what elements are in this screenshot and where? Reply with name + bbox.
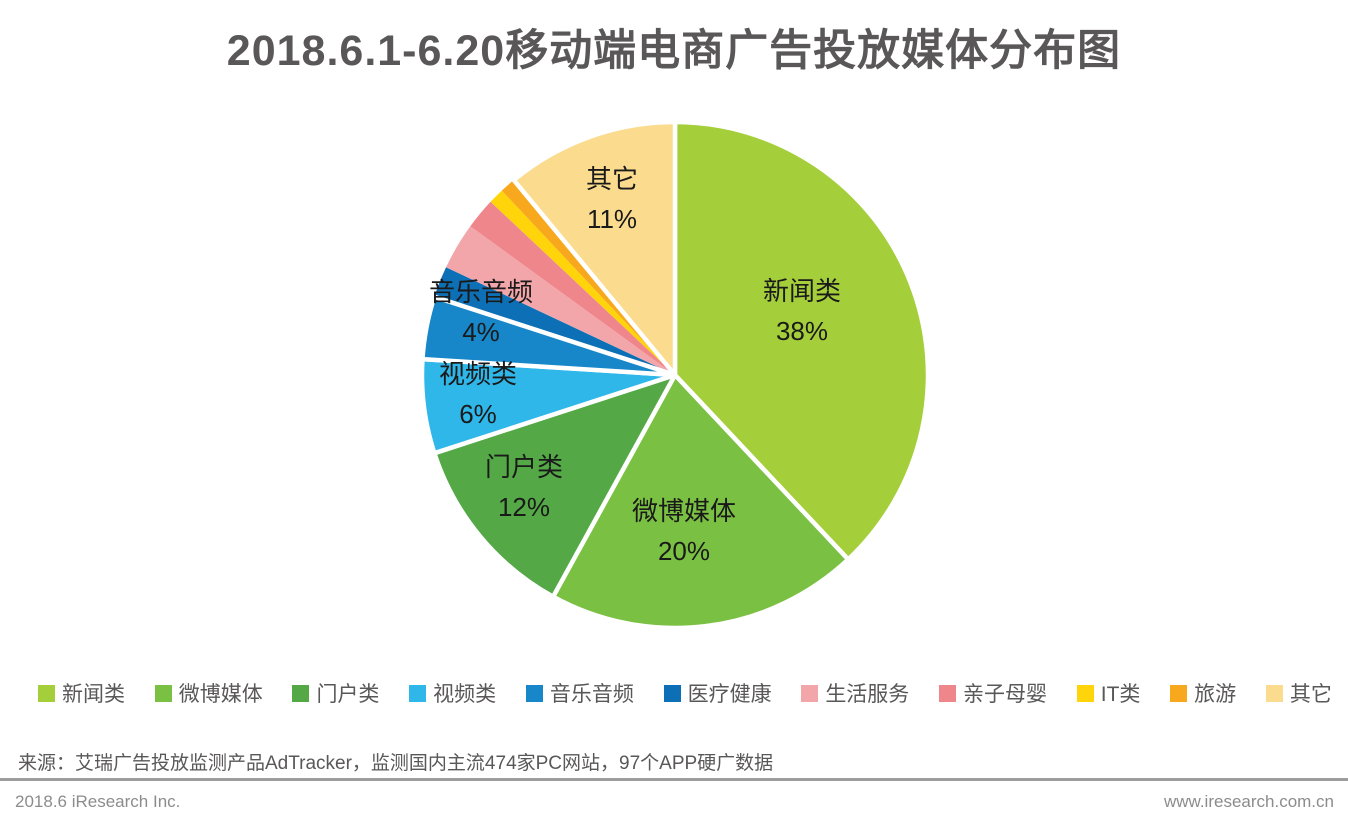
legend-swatch-music-audio xyxy=(525,684,543,702)
legend-label-other: 其它 xyxy=(1289,683,1332,706)
legend-item-weibo-media: 微博媒体 xyxy=(154,678,263,708)
legend-label-portal: 门户类 xyxy=(316,683,380,706)
legend-label-life-services: 生活服务 xyxy=(825,683,910,706)
legend-swatch-maternal-infant xyxy=(939,684,957,702)
legend-label-it: IT类 xyxy=(1100,683,1141,706)
legend-swatch-medical-health xyxy=(663,684,681,702)
legend-item-video: 视频类 xyxy=(409,678,496,708)
footer-branding: 2018.6 iResearch Inc. xyxy=(15,792,181,811)
pie-slice-portal xyxy=(432,372,678,599)
legend-swatch-life-services xyxy=(801,684,819,702)
pie-slice-weibo-media xyxy=(550,372,851,631)
pie-slice-news xyxy=(672,119,931,562)
legend-label-video: 视频类 xyxy=(433,683,497,706)
legend-item-it: IT类 xyxy=(1076,678,1141,708)
legend-item-other: 其它 xyxy=(1265,678,1332,708)
footer-divider xyxy=(0,778,1348,781)
legend-label-travel: 旅游 xyxy=(1194,683,1237,706)
pie-slice-maternal-infant xyxy=(470,201,675,375)
legend-item-travel: 旅游 xyxy=(1170,678,1236,708)
pie-slice-music-audio xyxy=(420,294,678,378)
pie-slice-medical-health xyxy=(434,267,675,375)
legend-swatch-video xyxy=(409,684,427,702)
legend-swatch-other xyxy=(1265,684,1283,702)
legend-item-life-services: 生活服务 xyxy=(801,678,909,708)
pie-chart xyxy=(410,110,940,640)
legend-swatch-news xyxy=(38,684,55,702)
pie-slice-travel xyxy=(501,180,675,375)
source-note: 来源：艾瑞广告投放监测产品AdTracker，监测国内主流474家PC网站，97… xyxy=(18,753,774,774)
legend-item-maternal-infant: 亲子母婴 xyxy=(939,678,1047,708)
legend-item-medical-health: 医疗健康 xyxy=(663,678,772,708)
legend-item-news: 新闻类 xyxy=(38,678,125,708)
legend-swatch-portal xyxy=(292,684,310,702)
legend-swatch-travel xyxy=(1170,684,1188,702)
legend-label-news: 新闻类 xyxy=(62,683,125,706)
legend: 新闻类 微博媒体 门户类 视频类 音乐音频 医疗健康 生活服务 亲子母婴 IT类 旅游 其它 xyxy=(38,680,1332,706)
legend-label-medical-health: 医疗健康 xyxy=(687,683,772,706)
pie-slice-it xyxy=(490,190,675,375)
pie-slice-life-services xyxy=(446,226,675,375)
footer-url: www.iresearch.com.cn xyxy=(1163,792,1334,811)
pie-chart-svg xyxy=(419,119,931,631)
chart-title: 2018.6.1-6.20移动端电商广告投放媒体分布图 xyxy=(226,27,1122,75)
legend-item-portal: 门户类 xyxy=(292,678,379,708)
legend-label-maternal-infant: 亲子母婴 xyxy=(963,683,1048,706)
legend-item-music-audio: 音乐音频 xyxy=(525,678,634,708)
pie-slice-other xyxy=(511,119,678,378)
legend-swatch-weibo-media xyxy=(154,684,172,702)
legend-swatch-it xyxy=(1076,684,1094,702)
footer: 2018.6 iResearch Inc. www.iresearch.com.… xyxy=(15,792,1334,812)
legend-label-music-audio: 音乐音频 xyxy=(549,683,634,706)
legend-label-weibo-media: 微博媒体 xyxy=(178,683,263,706)
